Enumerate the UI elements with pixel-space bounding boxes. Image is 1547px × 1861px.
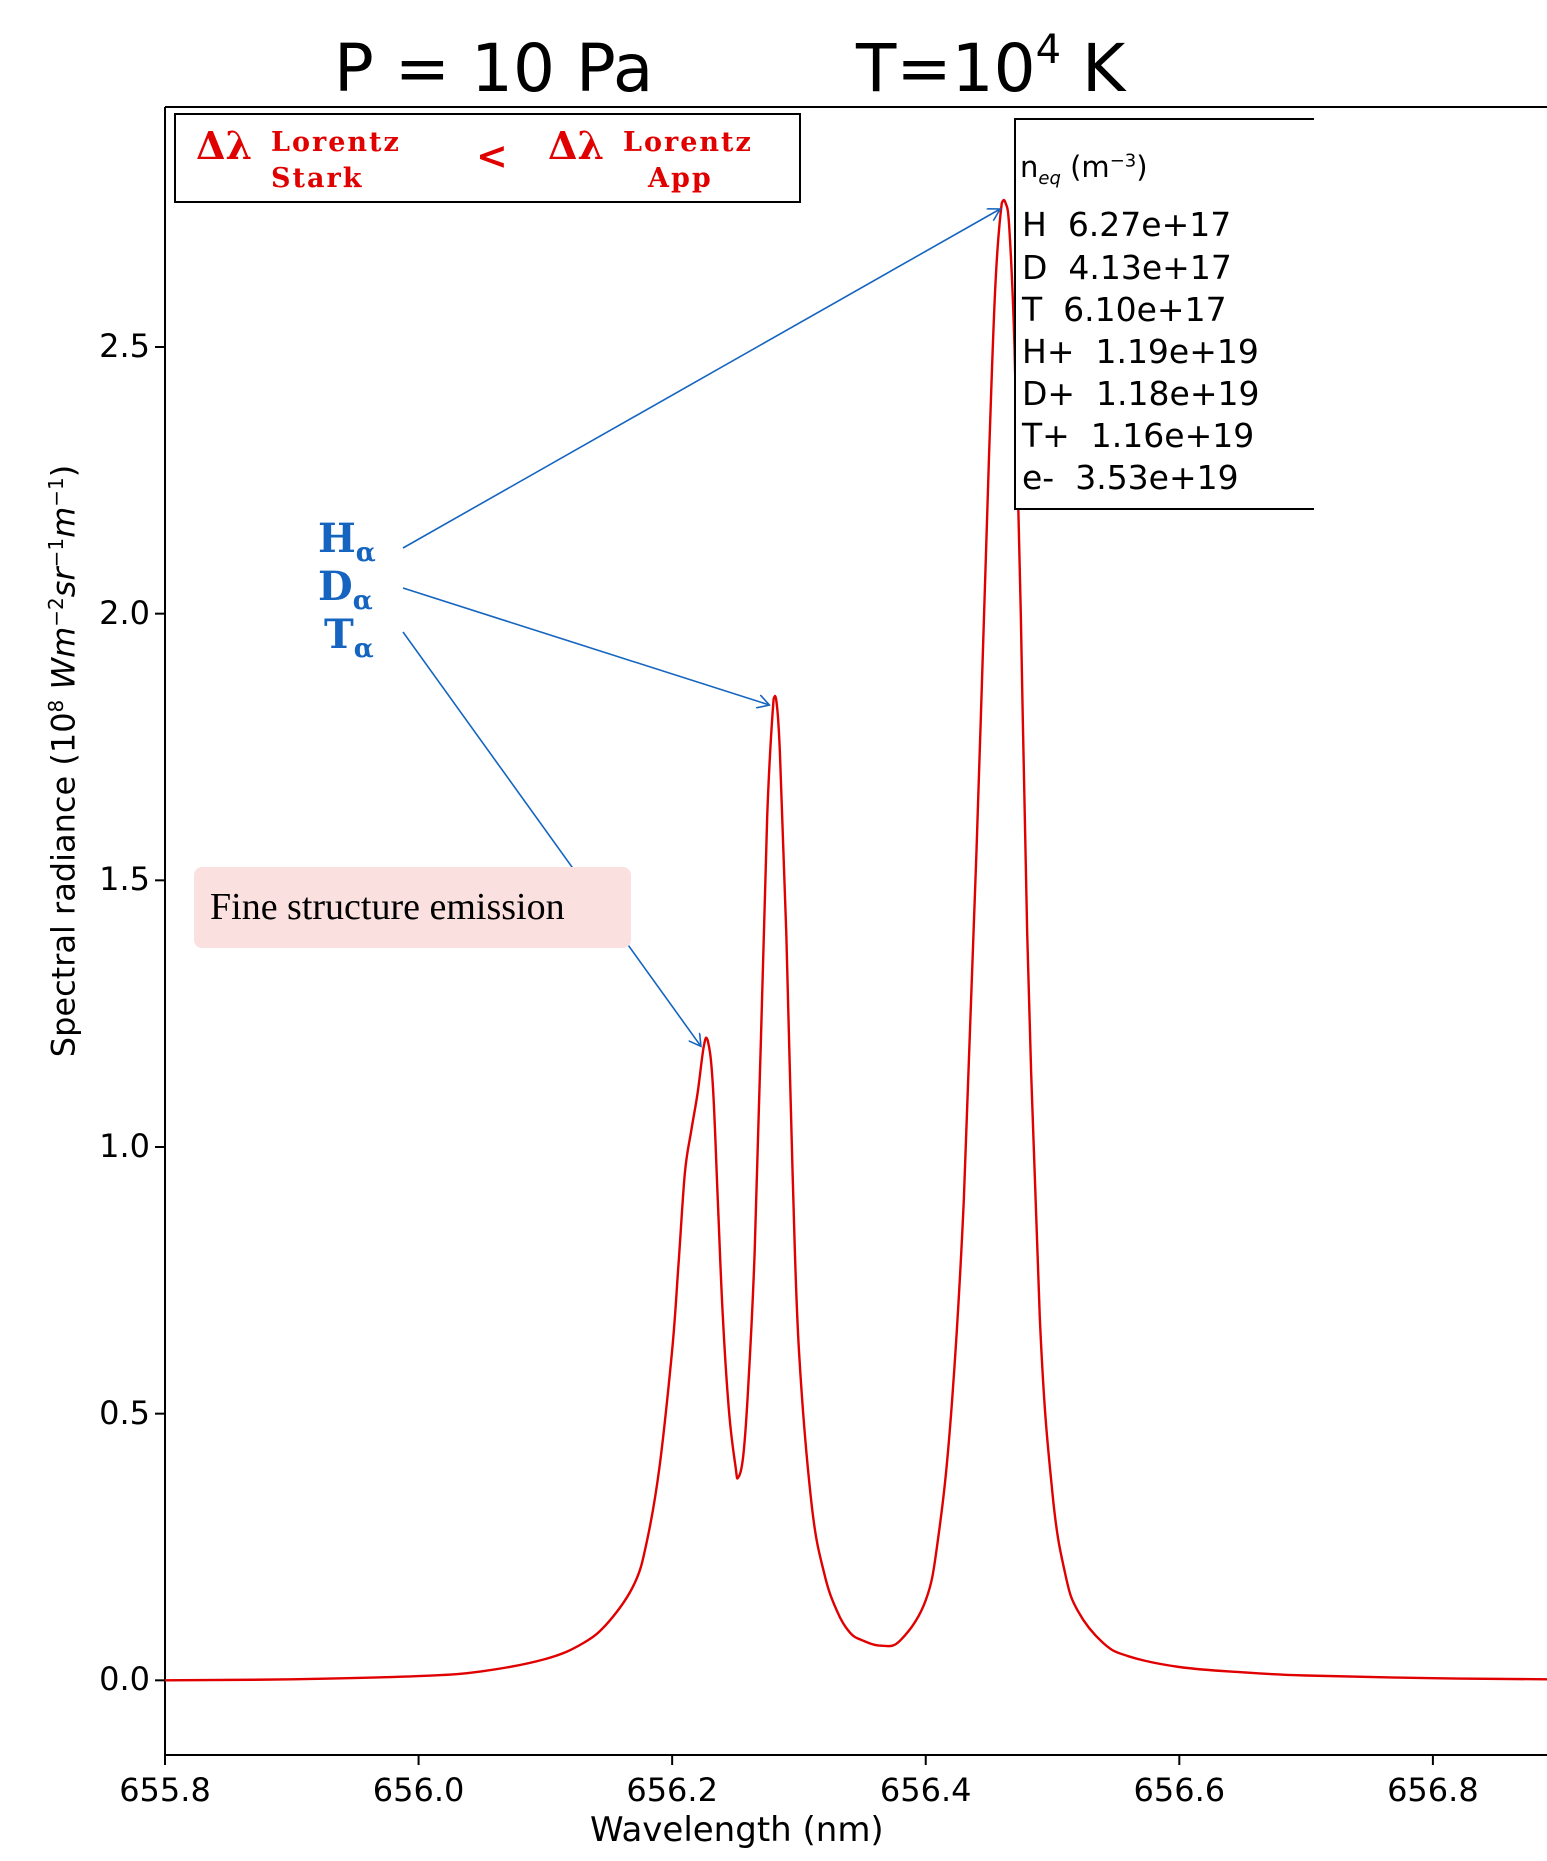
legend-title-unit: (m <box>1070 150 1110 184</box>
legend-species: H <box>1022 205 1047 244</box>
fine-structure-label: Fine structure emission <box>210 886 565 928</box>
title-temperature-base: T=10 <box>856 30 1036 107</box>
y-tick-label: 2.5 <box>99 327 150 365</box>
isotope-letter: D <box>318 563 353 610</box>
x-tick-label: 656.0 <box>372 1771 465 1809</box>
y-tick-label: 1.5 <box>99 860 150 899</box>
legend-species: D <box>1022 248 1048 287</box>
density-legend: neq (m−3) H 6.27e+17 D 4.13e+17 T 6.10e+… <box>1014 118 1314 510</box>
y-axis-unit-m: m <box>44 506 83 538</box>
y-axis-unit-wm-exp: −2 <box>44 597 68 627</box>
legend-row: H+ 1.19e+19 <box>1022 332 1259 371</box>
isotope-sub: α <box>355 538 376 568</box>
y-tick-label: 1.0 <box>99 1127 150 1165</box>
legend-species: D+ <box>1022 374 1076 413</box>
legend-title-sub: eq <box>1038 167 1061 189</box>
legend-row: D 4.13e+17 <box>1022 248 1232 287</box>
title-pressure: P = 10 Pa <box>334 30 654 107</box>
legend-row: T+ 1.16e+19 <box>1022 416 1254 455</box>
isotope-sub: α <box>352 586 373 616</box>
y-axis-unit-sr-exp: −1 <box>44 537 68 568</box>
stark-width-sub: Stark <box>271 163 364 194</box>
legend-density: 6.10e+17 <box>1063 290 1227 329</box>
comparison-operator: < <box>476 133 508 178</box>
spectrum-line <box>164 198 1547 1682</box>
x-tick-label: 656.4 <box>879 1771 972 1809</box>
h-alpha-peak-arrow <box>402 209 1000 549</box>
d-alpha-peak-arrow <box>402 587 769 705</box>
isotope-label-h-alpha: Hα <box>318 515 376 568</box>
isotope-sub: α <box>353 634 374 664</box>
y-axis-label: Spectral radiance (108 Wm−2sr−1m−1) <box>44 361 83 1161</box>
y-axis-unit-m-exp: −1 <box>44 477 68 507</box>
legend-row: T 6.10e+17 <box>1022 290 1227 329</box>
legend-title-close: ) <box>1136 150 1148 184</box>
legend-species: T+ <box>1022 416 1070 455</box>
x-tick-label: 656.8 <box>1387 1771 1479 1809</box>
legend-species: e- <box>1022 458 1055 497</box>
app-width-sup: Lorentz <box>623 127 753 158</box>
isotope-label-t-alpha: Tα <box>324 611 374 664</box>
x-tick-label: 655.8 <box>119 1771 211 1809</box>
legend-title-exp: −3 <box>1109 150 1137 172</box>
legend-density: 1.18e+19 <box>1096 374 1260 413</box>
title-temperature-unit: K <box>1061 30 1126 107</box>
stark-width-symbol: Δλ <box>196 123 253 168</box>
legend-density: 4.13e+17 <box>1068 248 1232 287</box>
legend-row: H 6.27e+17 <box>1022 205 1231 244</box>
y-tick-label: 0.5 <box>99 1393 150 1432</box>
y-axis-label-main: Spectral radiance (10 <box>44 712 83 1058</box>
y-axis-label-close: ) <box>44 464 83 478</box>
y-axis-label-exponent: 8 <box>44 699 68 713</box>
isotope-letter: H <box>318 515 356 562</box>
legend-density: 3.53e+19 <box>1075 458 1239 497</box>
legend-title: neq (m−3) <box>1020 150 1148 189</box>
legend-species: H+ <box>1022 332 1075 371</box>
legend-title-n: n <box>1020 150 1039 184</box>
title-temperature-exponent: 4 <box>1035 27 1062 73</box>
y-tick-label: 0.0 <box>99 1660 150 1699</box>
isotope-letter: T <box>324 611 354 658</box>
legend-row: D+ 1.18e+19 <box>1022 374 1259 413</box>
y-axis-unit-wm: Wm <box>44 626 83 690</box>
isotope-label-d-alpha: Dα <box>318 563 373 616</box>
app-width-symbol: Δλ <box>548 123 605 168</box>
x-axis-label: Wavelength (nm) <box>590 1810 884 1850</box>
lorentz-comparison-box: Δλ Lorentz Stark < Δλ Lorentz App <box>174 113 801 203</box>
stark-width-sup: Lorentz <box>271 127 401 158</box>
title-temperature: T=104 K <box>856 30 1125 102</box>
legend-density: 1.16e+19 <box>1090 416 1255 455</box>
x-tick-label: 656.2 <box>626 1771 718 1809</box>
y-axis-unit-sr: sr <box>44 567 83 598</box>
y-tick-label: 2.0 <box>99 593 150 632</box>
legend-density: 1.19e+19 <box>1095 332 1259 371</box>
fine-structure-highlight: Fine structure emission <box>194 867 631 948</box>
app-width-sub: App <box>648 163 713 194</box>
legend-species: T <box>1022 290 1043 329</box>
x-tick-label: 656.6 <box>1133 1771 1226 1809</box>
t-alpha-peak-arrow <box>402 631 701 1046</box>
legend-density: 6.27e+17 <box>1067 205 1232 244</box>
legend-row: e- 3.53e+19 <box>1022 458 1239 497</box>
